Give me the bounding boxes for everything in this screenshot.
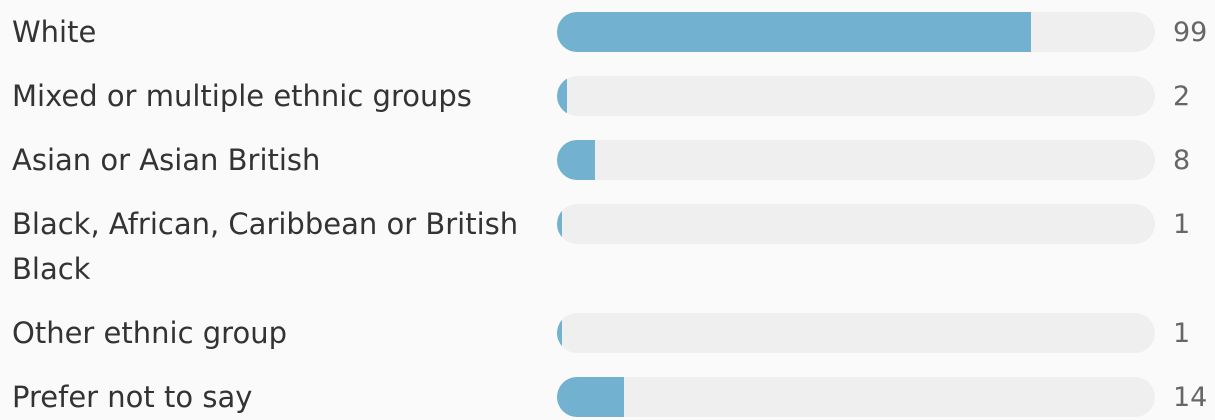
- bar-row: Mixed or multiple ethnic groups 2: [0, 74, 1215, 119]
- bar: [557, 12, 1031, 52]
- bar-track: [557, 12, 1155, 52]
- bar-row: Other ethnic group 1: [0, 311, 1215, 356]
- bar: [557, 204, 562, 244]
- bar: [557, 76, 567, 116]
- category-label: White: [12, 14, 97, 49]
- bar: [557, 140, 596, 180]
- category-label: Asian or Asian British: [12, 142, 321, 177]
- bar: [557, 377, 624, 417]
- bar: [557, 313, 562, 353]
- value-label: 1: [1173, 317, 1191, 349]
- bar-track: [557, 204, 1155, 244]
- bar-track: [557, 313, 1155, 353]
- bar-track: [557, 76, 1155, 116]
- category-label: Other ethnic group: [12, 315, 287, 350]
- bar-row: Prefer not to say 14: [0, 375, 1215, 420]
- bar-row: White 99: [0, 10, 1215, 55]
- value-label: 2: [1173, 80, 1191, 112]
- bar-track: [557, 140, 1155, 180]
- bar-row: Black, African, Caribbean or British Bla…: [0, 202, 1215, 292]
- bar-row: Asian or Asian British 8: [0, 138, 1215, 183]
- category-label: Prefer not to say: [12, 379, 253, 414]
- value-label: 99: [1173, 16, 1208, 48]
- category-label: Black, African, Caribbean or British Bla…: [12, 206, 519, 286]
- category-label: Mixed or multiple ethnic groups: [12, 78, 472, 113]
- value-label: 8: [1173, 144, 1191, 176]
- bar-track: [557, 377, 1155, 417]
- value-label: 14: [1173, 381, 1208, 413]
- value-label: 1: [1173, 208, 1191, 240]
